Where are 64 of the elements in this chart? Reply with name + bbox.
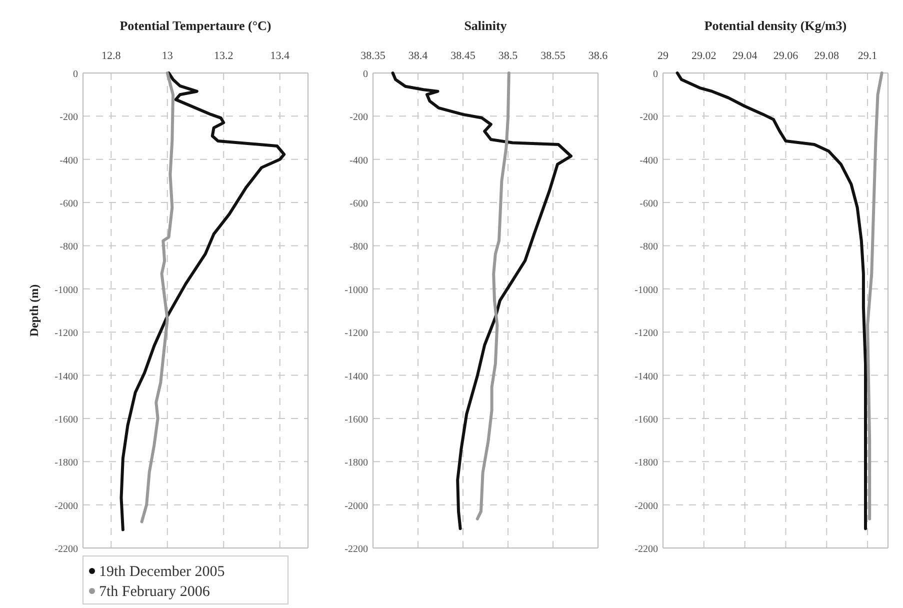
y-tick-label: -400 <box>60 155 78 166</box>
y-tick-label: -2200 <box>54 544 78 555</box>
chart-title: Potential Tempertaure (°C) <box>120 18 272 33</box>
y-tick-label: -2000 <box>344 500 368 512</box>
x-tick-label: 13.2 <box>214 50 234 62</box>
x-tick-label: 29.1 <box>858 50 878 62</box>
y-tick-label: -800 <box>60 242 78 253</box>
y-tick-label: -1400 <box>634 371 658 382</box>
y-tick-label: -2000 <box>634 500 658 512</box>
y-tick-label: -1000 <box>54 284 78 296</box>
y-tick-label: -800 <box>640 242 658 253</box>
line-series <box>391 72 572 530</box>
y-tick-label: -200 <box>640 112 658 124</box>
y-tick-label: -1400 <box>54 371 78 382</box>
x-tick-label: 38.6 <box>588 50 608 62</box>
legend-label: 19th December 2005 <box>99 564 225 580</box>
line-series <box>120 72 286 532</box>
y-tick-label: -1800 <box>344 458 368 469</box>
x-tick-label: 13.4 <box>270 50 290 62</box>
line-series <box>476 72 510 520</box>
x-tick-label: 29.06 <box>773 50 799 62</box>
y-tick-label: -1600 <box>344 414 368 426</box>
y-tick-label: -400 <box>640 155 658 166</box>
y-tick-label: 0 <box>363 69 368 80</box>
y-tick-label: -200 <box>350 112 368 124</box>
y-tick-label: -600 <box>640 198 658 210</box>
y-tick-label: -2200 <box>634 544 658 555</box>
x-tick-label: 29 <box>658 50 669 62</box>
x-tick-label: 38.35 <box>360 50 386 62</box>
x-tick-label: 38.4 <box>408 50 428 62</box>
y-tick-label: -1600 <box>634 414 658 426</box>
y-tick-label: -2000 <box>54 500 78 512</box>
y-tick-label: -1000 <box>634 284 658 296</box>
x-tick-label: 38.5 <box>498 50 518 62</box>
x-tick-label: 29.08 <box>814 50 840 62</box>
x-tick-label: 29.04 <box>732 50 758 62</box>
chart-title: Salinity <box>464 18 508 33</box>
y-tick-label: -200 <box>60 112 78 124</box>
y-tick-label: -1000 <box>344 284 368 296</box>
y-tick-label: -2200 <box>344 544 368 555</box>
y-tick-label: -400 <box>350 155 368 166</box>
y-tick-label: -600 <box>350 198 368 210</box>
y-tick-label: -1800 <box>54 458 78 469</box>
y-axis-title: Depth (m) <box>27 284 41 337</box>
chart-title: Potential density (Kg/m3) <box>704 18 847 33</box>
y-tick-label: -1200 <box>634 328 658 340</box>
legend-label: 7th February 2006 <box>99 584 210 600</box>
y-tick-label: -600 <box>60 198 78 210</box>
y-tick-label: 0 <box>73 69 78 80</box>
x-tick-label: 38.55 <box>540 50 566 62</box>
x-tick-label: 13 <box>162 50 174 62</box>
y-tick-label: -1400 <box>344 371 368 382</box>
y-tick-label: -1600 <box>54 414 78 426</box>
x-tick-label: 38.45 <box>450 50 476 62</box>
y-tick-label: -800 <box>350 242 368 253</box>
y-tick-label: -1200 <box>344 328 368 340</box>
y-tick-label: -1800 <box>634 458 658 469</box>
line-series <box>866 72 884 520</box>
line-series <box>140 72 174 524</box>
y-tick-label: -1200 <box>54 328 78 340</box>
x-tick-label: 29.02 <box>692 50 716 62</box>
y-tick-label: 0 <box>653 69 658 80</box>
line-series <box>676 72 867 530</box>
x-tick-label: 12.8 <box>102 50 122 62</box>
